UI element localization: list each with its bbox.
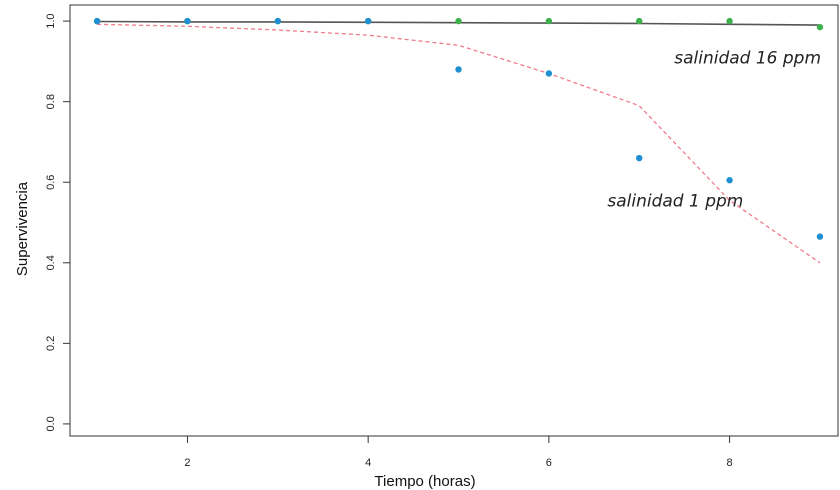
data-points [93, 17, 824, 240]
data-point [726, 177, 733, 184]
data-point [726, 17, 733, 25]
fit-line [97, 23, 821, 264]
data-point [455, 66, 462, 73]
y-axis: 0.0 0.2 0.4 0.6 0.8 1.0 [45, 13, 70, 432]
y-axis-label: Supervivencia [14, 181, 31, 276]
data-point [816, 233, 824, 240]
data-point [455, 17, 462, 25]
data-point [184, 17, 191, 25]
x-tick-label: 6 [546, 457, 552, 469]
data-point [816, 23, 824, 31]
data-point [93, 17, 101, 25]
x-axis-label: Tiempo (horas) [374, 473, 475, 490]
data-point [636, 154, 643, 162]
x-tick-label: 2 [184, 457, 190, 469]
data-point [545, 17, 553, 25]
y-tick-label: 0.0 [45, 416, 57, 431]
x-tick-label: 8 [727, 457, 733, 469]
plot-frame [69, 4, 839, 437]
x-tick-label: 4 [365, 457, 371, 469]
y-tick-label: 0.2 [45, 336, 57, 351]
data-point [364, 17, 372, 25]
y-tick-label: 0.8 [45, 94, 57, 109]
series-annotation: salinidad 16 ppm [674, 48, 821, 68]
annotations: salinidad 16 ppm salinidad 1 ppm [607, 48, 821, 211]
data-point [545, 70, 553, 77]
data-point [274, 17, 282, 25]
series-annotation: salinidad 1 ppm [607, 191, 743, 211]
y-tick-label: 0.4 [45, 255, 57, 270]
x-axis: 2 4 6 8 [184, 436, 733, 469]
y-tick-label: 1.0 [45, 13, 57, 28]
data-point [636, 17, 643, 25]
plot-area [69, 4, 839, 437]
y-tick-label: 0.6 [45, 175, 57, 190]
